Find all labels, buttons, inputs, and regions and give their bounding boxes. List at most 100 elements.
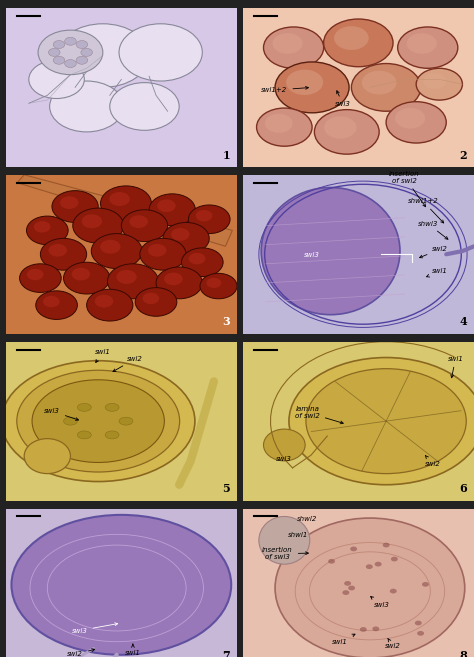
Circle shape [87,289,133,321]
Circle shape [342,590,349,595]
Text: 4: 4 [459,317,467,327]
Circle shape [395,108,425,129]
Circle shape [72,268,90,281]
Ellipse shape [24,439,71,474]
Circle shape [273,33,302,54]
Text: swl2: swl2 [67,648,95,657]
Circle shape [182,248,223,277]
Ellipse shape [119,417,133,425]
Circle shape [29,60,84,99]
Circle shape [143,292,159,304]
Circle shape [56,24,149,87]
Circle shape [148,244,166,257]
Ellipse shape [105,403,119,411]
Text: swl3: swl3 [276,456,292,462]
Circle shape [149,194,195,225]
Ellipse shape [261,187,400,315]
Circle shape [348,585,355,591]
Circle shape [383,543,390,547]
Ellipse shape [306,369,466,474]
Polygon shape [17,175,232,246]
Circle shape [264,27,324,68]
Text: swl1: swl1 [447,355,464,378]
Text: swl2: swl2 [385,639,401,649]
Ellipse shape [259,516,310,564]
Text: swl1+2: swl1+2 [261,87,309,93]
Circle shape [207,278,221,288]
Circle shape [64,37,76,45]
Circle shape [416,68,463,100]
Circle shape [38,30,103,75]
Circle shape [100,240,120,254]
Text: shwl1: shwl1 [288,532,309,538]
Circle shape [48,244,67,257]
Circle shape [117,270,137,284]
Text: shwl2: shwl2 [297,516,318,522]
Circle shape [156,267,202,299]
Ellipse shape [77,403,91,411]
Circle shape [43,296,60,307]
Circle shape [417,631,424,636]
Circle shape [100,186,151,221]
Circle shape [48,49,60,57]
Circle shape [189,253,205,264]
Circle shape [314,110,379,154]
Text: 3: 3 [222,317,230,327]
Circle shape [265,114,292,133]
Circle shape [171,228,190,240]
Circle shape [157,200,176,212]
Circle shape [36,291,77,319]
Circle shape [119,24,202,81]
Text: swl3: swl3 [44,408,79,420]
Circle shape [324,19,393,67]
Circle shape [196,210,212,221]
Circle shape [324,116,356,139]
Text: shwl3: shwl3 [418,221,448,239]
Circle shape [95,295,113,307]
Text: swl3: swl3 [72,623,118,633]
Text: 8: 8 [459,650,467,657]
Circle shape [189,205,230,234]
Circle shape [407,33,437,54]
Circle shape [40,238,87,270]
Circle shape [64,262,110,294]
Circle shape [163,223,209,254]
Text: insertion
of swl3: insertion of swl3 [262,547,309,560]
Circle shape [164,273,182,285]
Ellipse shape [1,361,195,482]
Circle shape [76,41,88,49]
Circle shape [50,81,124,132]
Ellipse shape [264,429,305,461]
Text: swl2: swl2 [424,455,440,466]
Text: swl1: swl1 [125,644,141,656]
Circle shape [362,71,397,95]
Circle shape [374,562,382,566]
Circle shape [390,589,397,593]
Circle shape [256,108,312,147]
Text: 2: 2 [459,150,467,160]
Text: swl2: swl2 [419,246,448,258]
Circle shape [76,57,88,64]
Circle shape [422,582,429,587]
Circle shape [52,191,98,223]
Circle shape [360,627,367,632]
Text: 1: 1 [222,150,230,160]
Text: swl2: swl2 [113,355,143,372]
Circle shape [109,192,130,206]
Circle shape [386,102,446,143]
Text: insertion
of swl2: insertion of swl2 [389,171,426,207]
Circle shape [19,264,61,292]
Circle shape [73,208,124,243]
Text: swl1: swl1 [332,634,355,645]
Circle shape [328,559,335,564]
Circle shape [53,41,65,49]
Text: swl1: swl1 [427,268,448,277]
Text: swl3: swl3 [304,252,320,258]
Circle shape [53,57,65,64]
Ellipse shape [17,371,180,472]
Text: swl1: swl1 [95,350,111,363]
Circle shape [121,210,168,242]
Circle shape [140,238,186,270]
Circle shape [81,49,92,57]
Ellipse shape [11,515,231,655]
